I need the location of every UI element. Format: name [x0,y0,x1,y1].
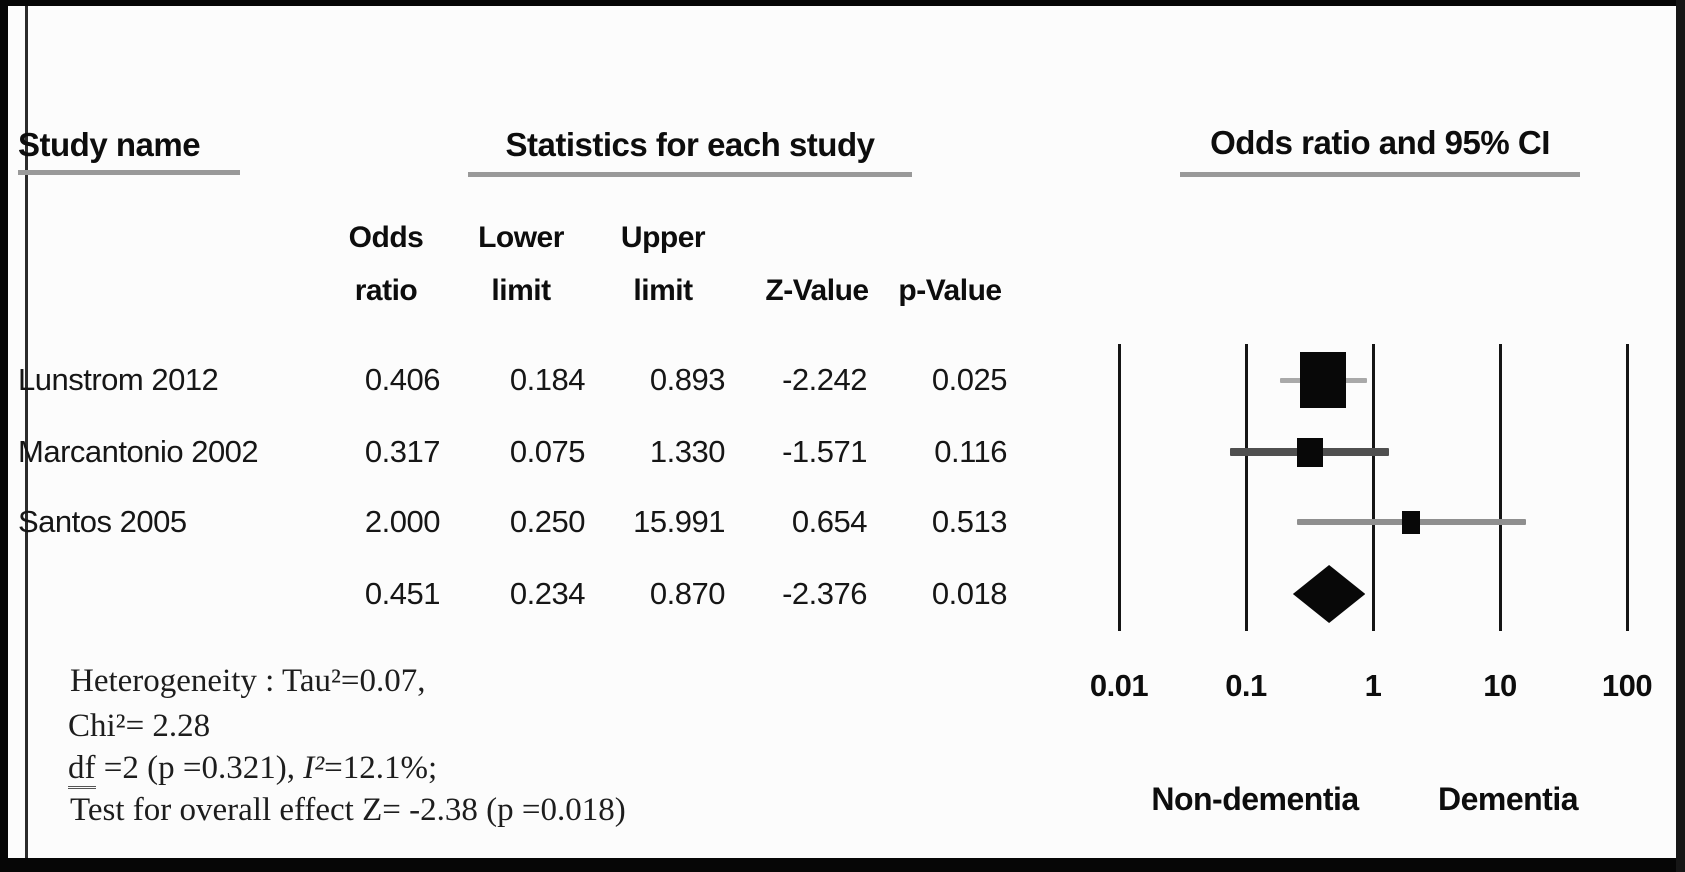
col-header-line1: Upper [620,221,706,254]
lower-value-cell: 0.075 [509,434,586,469]
frame-border-left [0,0,8,872]
odds-ratio-marker [1300,352,1347,408]
i-squared-value: =12.1%; [324,750,438,786]
upper-value-cell: 15.991 [633,504,725,539]
p-value-cell: 0.025 [931,362,1008,397]
col-header-line2: ratio [354,274,418,307]
or-ci-underline [1180,172,1580,177]
summary-diamond-marker [1292,565,1366,623]
p-value-cell: 0.018 [931,576,1008,611]
heterogeneity-line2: Chi²= 2.28 [68,708,211,744]
axis-gridline [1625,344,1629,631]
axis-tick-label: 10 [1483,668,1517,703]
z-value-cell: -2.242 [782,362,867,397]
axis-gridline [1371,344,1375,631]
heterogeneity-line1: Heterogeneity : Tau²=0.07, [70,663,426,699]
odds-value-cell: 0.451 [364,576,441,611]
or-ci-header: Odds ratio and 95% CI [1210,124,1550,161]
odds-value-cell: 0.406 [364,362,441,397]
z-value-cell: -1.571 [782,434,867,469]
lower-value-cell: 0.184 [509,362,586,397]
odds-value-cell: 0.317 [364,434,441,469]
lower-value-cell: 0.250 [509,504,586,539]
frame-inner-line [25,6,28,858]
study-name-underline [18,170,240,175]
heterogeneity-line3: df =2 (p =0.321), I²=12.1%; [68,750,438,789]
z-value-cell: 0.654 [791,504,868,539]
study-name-cell: Marcantonio 2002 [18,434,259,469]
p-value-cell: 0.116 [934,434,1007,469]
statistics-header: Statistics for each study [505,126,875,163]
col-header-line2: limit [491,274,551,307]
axis-tick-label: 0.1 [1225,668,1267,703]
odds-ratio-marker [1402,510,1421,534]
odds-ratio-marker [1296,437,1323,467]
col-header-line1: Odds [348,221,424,254]
upper-value-cell: 0.893 [649,362,726,397]
z-value-cell: -2.376 [782,576,867,611]
study-name-cell: Santos 2005 [18,504,187,539]
frame-border-right [1676,0,1685,872]
study-name-cell: Lunstrom 2012 [18,362,219,397]
upper-value-cell: 1.330 [649,434,726,469]
df-value: =2 (p =0.321), [95,750,304,786]
df-label: df [68,750,96,789]
statistics-underline [468,172,912,177]
upper-value-cell: 0.870 [649,576,726,611]
col-header-line2: Z-Value [765,274,869,307]
i-squared-label: I² [303,750,325,786]
axis-gridline [1498,344,1502,631]
overall-effect-line: Test for overall effect Z= -2.38 (p =0.0… [70,792,626,828]
axis-gridline [1117,344,1121,631]
right-direction-label: Dementia [1437,781,1579,817]
col-header-line1: Lower [478,221,564,254]
left-direction-label: Non-dementia [1151,781,1359,817]
odds-value-cell: 2.000 [364,504,441,539]
frame-border-top [0,0,1685,6]
col-header-line2: limit [633,274,693,307]
axis-tick-label: 0.01 [1089,668,1149,703]
p-value-cell: 0.513 [931,504,1008,539]
axis-gridline [1244,344,1248,631]
col-header-line2: p-Value [898,274,1002,307]
study-name-header: Study name [18,126,201,163]
lower-value-cell: 0.234 [509,576,586,611]
axis-tick-label: 1 [1364,668,1382,703]
frame-border-bottom [0,858,1685,872]
axis-tick-label: 100 [1601,668,1653,703]
